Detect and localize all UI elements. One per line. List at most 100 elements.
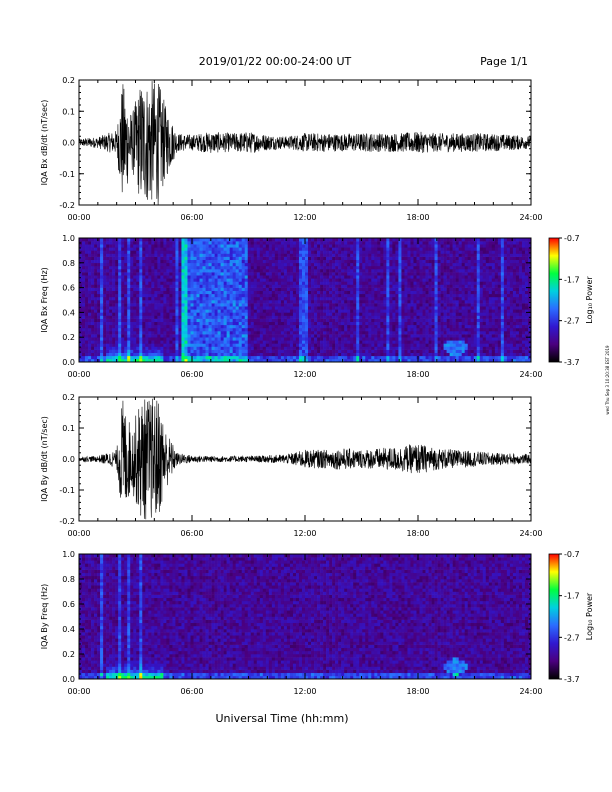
bx_spectrogram-cell <box>139 331 143 335</box>
bx_spectrogram-cell <box>196 331 200 335</box>
bx_spectrogram-cell <box>413 287 417 291</box>
bx_spectrogram-cell <box>335 303 339 307</box>
bx_spectrogram-cell <box>377 315 381 319</box>
bx_spectrogram-cell <box>112 340 116 344</box>
bx_spectrogram-cell <box>308 324 312 329</box>
bx_spectrogram-cell <box>368 300 372 304</box>
bx_spectrogram-cell <box>425 287 429 291</box>
bx_spectrogram-cell <box>298 241 303 245</box>
bx_spectrogram-cell <box>139 259 143 264</box>
bx_spectrogram-cell <box>271 262 276 267</box>
bx_spectrogram-cell <box>422 300 426 304</box>
bx_spectrogram-cell <box>166 340 170 344</box>
bx_spectrogram-cell <box>298 303 303 307</box>
bx_spectrogram-cell <box>205 324 209 329</box>
bx_spectrogram-cell <box>97 259 101 264</box>
bx_spectrogram-cell <box>244 262 249 267</box>
bx_spectrogram-cell <box>118 290 122 295</box>
bx_spectrogram-cell <box>82 312 86 316</box>
bx_spectrogram-cell <box>305 275 309 279</box>
bx_spectrogram-cell <box>265 244 270 248</box>
bx_spectrogram-cell <box>103 244 107 248</box>
bx_spectrogram-cell <box>353 253 357 257</box>
bx_spectrogram-cell <box>235 346 239 350</box>
bx_spectrogram-cell <box>344 358 348 363</box>
bx_spectrogram-cell <box>404 293 408 298</box>
bx_spectrogram-cell <box>145 259 149 264</box>
bx_spectrogram-cell <box>398 290 402 295</box>
bx_spectrogram-cell <box>172 327 176 332</box>
bx_spectrogram-cell <box>202 349 206 353</box>
bx_spectrogram-cell <box>292 259 297 264</box>
bx_spectrogram-cell <box>365 275 369 279</box>
bx_spectrogram-cell <box>277 250 282 254</box>
bx_spectrogram-cell <box>332 290 336 295</box>
bx_spectrogram-cell <box>292 312 297 316</box>
bx_spectrogram-cell <box>422 327 426 332</box>
bx_spectrogram-cell <box>172 349 176 353</box>
bx_spectrogram-cell <box>148 281 152 285</box>
bx_spectrogram-cell <box>220 346 224 350</box>
bx_spectrogram-cell <box>160 256 164 260</box>
bx_spectrogram-cell <box>154 334 158 338</box>
bx_spectrogram-cell <box>85 309 89 313</box>
bx_spectrogram-cell <box>214 296 218 301</box>
bx_spectrogram-cell <box>443 278 447 282</box>
bx_spectrogram-cell <box>250 358 255 363</box>
bx_spectrogram-cell <box>229 337 233 341</box>
bx_spectrogram-cell <box>250 290 255 295</box>
bx_spectrogram-cell <box>94 290 98 295</box>
bx_spectrogram-cell <box>88 300 92 304</box>
bx_spectrogram-cell <box>431 241 435 245</box>
bx_spectrogram-cell <box>286 262 291 267</box>
bx_spectrogram-cell <box>187 343 191 347</box>
bx_spectrogram-cell <box>431 352 435 357</box>
bx_spectrogram-cell <box>211 346 215 350</box>
bx_spectrogram-cell <box>419 352 423 357</box>
bx_spectrogram-cell <box>323 337 327 341</box>
bx_spectrogram-cell <box>268 358 273 363</box>
bx_spectrogram-cell <box>362 358 366 363</box>
bx_spectrogram-cell <box>274 259 279 264</box>
bx_spectrogram-cell <box>136 253 140 257</box>
bx_spectrogram-cell <box>286 290 291 295</box>
bx_spectrogram-cell <box>181 253 185 257</box>
bx_spectrogram-cell <box>157 300 161 304</box>
bx_spectrogram-cell <box>374 269 378 273</box>
bx_spectrogram-cell <box>317 256 321 260</box>
bx_spectrogram-cell <box>127 284 131 288</box>
bx_spectrogram-cell <box>142 306 146 310</box>
bx_spectrogram-cell <box>199 337 203 341</box>
bx_spectrogram-cell <box>395 265 399 270</box>
bx_spectrogram-cell <box>184 265 188 270</box>
bx_spectrogram-cell <box>274 278 279 282</box>
bx_spectrogram-cell <box>133 349 137 353</box>
bx_spectrogram-cell <box>220 269 224 273</box>
bx_spectrogram-cell <box>142 290 146 295</box>
bx_spectrogram-cell <box>217 247 221 251</box>
bx_spectrogram-cell <box>256 244 261 248</box>
bx_spectrogram-cell <box>305 358 309 363</box>
bx_spectrogram-cell <box>202 293 206 298</box>
bx_spectrogram-cell <box>193 275 197 279</box>
bx_spectrogram-cell <box>247 241 252 245</box>
bx_spectrogram-cell <box>398 259 402 264</box>
bx_spectrogram-cell <box>145 315 149 319</box>
bx_spectrogram-cell <box>232 303 236 307</box>
bx_spectrogram-cell <box>314 265 318 270</box>
bx_spectrogram-cell <box>106 352 110 357</box>
bx_spectrogram-cell <box>431 355 435 360</box>
bx_spectrogram-cell <box>295 253 300 257</box>
bx_spectrogram-cell <box>229 253 233 257</box>
bx_spectrogram-cell <box>187 241 191 245</box>
bx_spectrogram-cell <box>172 343 176 347</box>
bx_spectrogram-cell <box>401 287 405 291</box>
bx_spectrogram-cell <box>172 262 176 267</box>
bx_spectrogram-cell <box>323 309 327 313</box>
bx_spectrogram-cell <box>262 315 267 319</box>
bx_spectrogram-cell <box>79 262 83 267</box>
bx_spectrogram-cell <box>383 296 387 301</box>
bx_spectrogram-cell <box>431 250 435 254</box>
bx_spectrogram-cell <box>413 306 417 310</box>
bx_spectrogram-cell <box>142 262 146 267</box>
